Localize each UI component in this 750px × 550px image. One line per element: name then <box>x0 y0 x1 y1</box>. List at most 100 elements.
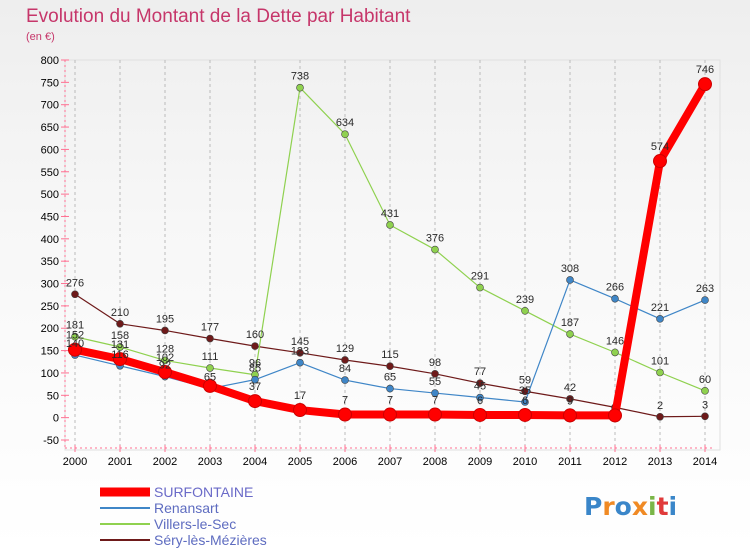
data-point-renansart <box>476 393 484 402</box>
data-point-villers-le-sec <box>611 348 619 357</box>
data-label-renansart: 140 <box>66 338 84 350</box>
y-tick-label: 600 <box>41 144 59 156</box>
data-point-villers-le-sec <box>476 283 484 292</box>
proxiti-logo: Proxiti <box>584 492 677 521</box>
data-label-villers-le-sec: 158 <box>111 330 129 342</box>
data-label-renansart: 55 <box>429 376 441 388</box>
data-point-renansart <box>611 294 619 303</box>
data-point-surfontaine <box>338 407 352 422</box>
data-point-sery-les-mezieres <box>566 395 574 403</box>
data-label-sery-les-mezieres: 145 <box>291 336 309 348</box>
data-label-villers-le-sec: 738 <box>291 71 309 83</box>
data-point-sery-les-mezieres <box>296 349 304 357</box>
data-point-villers-le-sec <box>386 221 394 229</box>
y-tick-label: 250 <box>41 301 59 313</box>
x-tick-label: 2011 <box>558 456 582 468</box>
data-point-sery-les-mezieres <box>251 342 259 350</box>
data-point-renansart <box>341 376 349 384</box>
data-label-villers-le-sec: 101 <box>651 355 669 367</box>
y-tick-label: 100 <box>41 368 59 380</box>
data-point-renansart <box>251 375 259 384</box>
data-point-sery-les-mezieres <box>386 362 394 371</box>
data-point-villers-le-sec <box>656 368 664 377</box>
data-label-villers-le-sec: 376 <box>426 233 444 245</box>
chart-title: Evolution du Montant de la Dette par Hab… <box>26 6 411 27</box>
logo-letter: P <box>584 492 602 521</box>
data-label-villers-le-sec: 634 <box>336 117 354 129</box>
data-point-surfontaine <box>518 407 532 422</box>
x-tick-label: 2010 <box>513 456 537 468</box>
data-label-renansart: 35 <box>519 385 531 397</box>
x-tick-label: 2004 <box>243 456 267 468</box>
data-label-villers-le-sec: 60 <box>699 374 711 386</box>
data-point-surfontaine <box>473 407 487 422</box>
y-tick-label: 0 <box>53 413 59 425</box>
data-label-sery-les-mezieres: 195 <box>156 313 174 325</box>
data-label-sery-les-mezieres: 42 <box>564 382 576 394</box>
grid-lines <box>74 60 706 450</box>
y-tick-label: 650 <box>41 122 59 134</box>
data-label-villers-le-sec: 181 <box>66 320 84 332</box>
legend-label: Renansart <box>154 500 219 516</box>
y-tick-label: 150 <box>41 346 59 358</box>
data-label-surfontaine: 131 <box>111 339 129 351</box>
x-tick-label: 2009 <box>468 456 492 468</box>
data-label-renansart: 221 <box>651 302 669 314</box>
data-point-sery-les-mezieres <box>656 412 664 421</box>
legend-label: Séry-lès-Mézières <box>154 532 267 548</box>
data-point-surfontaine <box>383 407 397 422</box>
x-tick-label: 2012 <box>603 456 627 468</box>
data-label-sery-les-mezieres: 98 <box>429 357 441 369</box>
data-label-sery-les-mezieres: 210 <box>111 307 129 319</box>
y-tick-label: 550 <box>41 167 59 179</box>
logo-letter: t <box>657 492 669 521</box>
data-point-villers-le-sec <box>71 332 79 341</box>
legend: SURFONTAINERenansartVillers-le-SecSéry-l… <box>100 484 267 548</box>
x-tick-label: 2000 <box>63 456 87 468</box>
logo-letter: r <box>602 492 615 521</box>
data-label-villers-le-sec: 96 <box>249 358 261 370</box>
data-label-sery-les-mezieres: 59 <box>519 374 531 386</box>
data-label-sery-les-mezieres: 77 <box>474 366 486 378</box>
y-tick-label: 800 <box>41 55 59 67</box>
data-point-sery-les-mezieres <box>206 334 214 343</box>
data-point-surfontaine <box>113 352 127 367</box>
data-point-renansart <box>521 398 529 406</box>
data-point-villers-le-sec <box>296 83 304 92</box>
legend-label: SURFONTAINE <box>154 484 253 500</box>
y-tick-label: 500 <box>41 189 59 201</box>
logo-letter: i <box>648 492 657 521</box>
y-tick-label: 750 <box>41 77 59 89</box>
data-point-surfontaine <box>653 154 667 169</box>
y-tick-label: 300 <box>41 279 59 291</box>
data-label-villers-le-sec: 111 <box>202 351 219 363</box>
data-point-villers-le-sec <box>206 364 214 372</box>
y-tick-label: -50 <box>43 435 59 447</box>
data-label-surfontaine: 574 <box>651 141 669 153</box>
x-tick-label: 2007 <box>378 456 402 468</box>
y-tick-label: 50 <box>47 390 59 402</box>
data-label-renansart: 266 <box>606 282 624 294</box>
data-label-renansart: 65 <box>204 372 216 384</box>
data-point-surfontaine <box>158 365 172 380</box>
data-point-surfontaine <box>248 394 262 409</box>
data-label-surfontaine: 37 <box>249 381 261 393</box>
data-point-villers-le-sec <box>566 330 574 338</box>
logo-text: Proxiti <box>584 492 677 521</box>
chart-subtitle: (en €) <box>26 31 55 43</box>
data-point-villers-le-sec <box>431 245 439 254</box>
logo-letter: x <box>632 492 648 521</box>
x-tick-label: 2001 <box>108 456 132 468</box>
data-point-surfontaine <box>608 408 622 423</box>
data-label-surfontaine: 102 <box>156 352 174 364</box>
data-label-surfontaine: 6 <box>477 395 483 407</box>
y-tick-label: 350 <box>41 256 59 268</box>
data-point-surfontaine <box>698 77 712 92</box>
data-label-renansart: 308 <box>561 263 579 275</box>
y-tick-label: 450 <box>41 211 59 223</box>
logo-letter: o <box>615 492 632 521</box>
data-point-villers-le-sec <box>341 130 349 139</box>
logo-letter: i <box>669 492 678 521</box>
